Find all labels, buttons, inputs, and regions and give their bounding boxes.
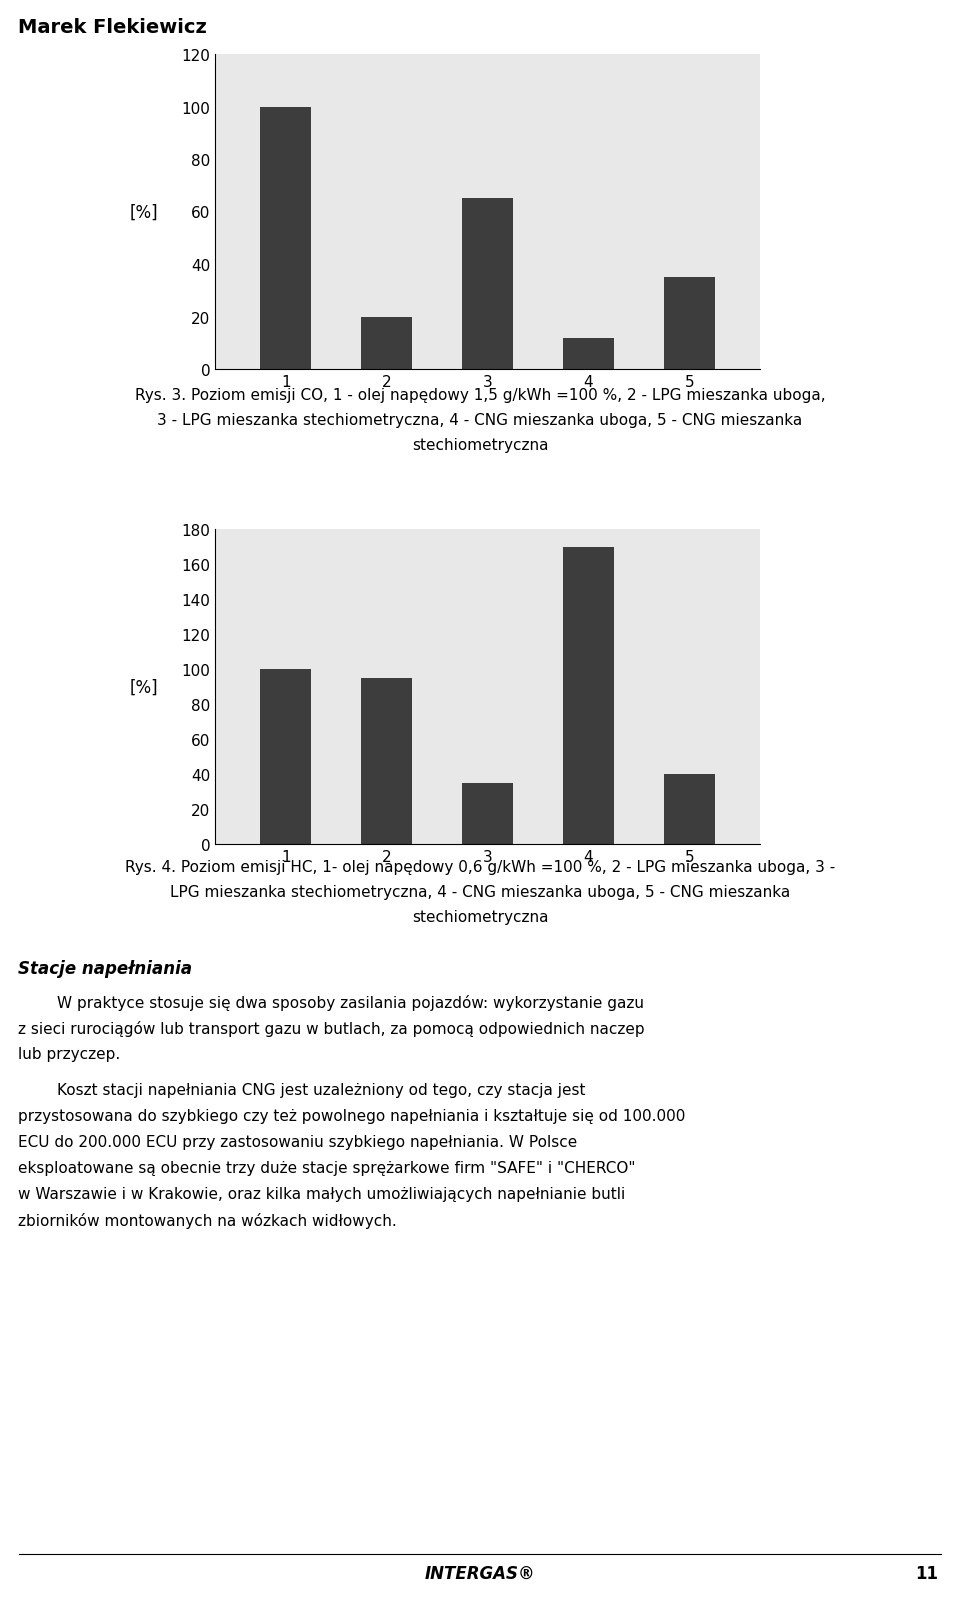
Y-axis label: [%]: [%] — [130, 677, 158, 697]
Text: stechiometryczna: stechiometryczna — [412, 910, 548, 924]
Text: INTERGAS®: INTERGAS® — [424, 1563, 536, 1583]
Text: w Warszawie i w Krakowie, oraz kilka małych umożliwiających napełnianie butli: w Warszawie i w Krakowie, oraz kilka mał… — [18, 1186, 625, 1201]
Text: Rys. 3. Poziom emisji CO, 1 - olej napędowy 1,5 g/kWh =100 %, 2 - LPG mieszanka : Rys. 3. Poziom emisji CO, 1 - olej napęd… — [134, 388, 826, 403]
Y-axis label: [%]: [%] — [130, 204, 158, 221]
Bar — [564, 547, 613, 844]
Text: z sieci rurociągów lub transport gazu w butlach, za pomocą odpowiednich naczep: z sieci rurociągów lub transport gazu w … — [18, 1021, 644, 1037]
Text: Rys. 4. Poziom emisji HC, 1- olej napędowy 0,6 g/kWh =100 %, 2 - LPG mieszanka u: Rys. 4. Poziom emisji HC, 1- olej napędo… — [125, 859, 835, 875]
Bar — [361, 318, 412, 369]
Bar — [361, 679, 412, 844]
Text: lub przyczep.: lub przyczep. — [18, 1046, 120, 1061]
Text: stechiometryczna: stechiometryczna — [412, 438, 548, 453]
Text: W praktyce stosuje się dwa sposoby zasilania pojazdów: wykorzystanie gazu: W praktyce stosuje się dwa sposoby zasil… — [18, 995, 644, 1011]
Bar — [664, 278, 714, 369]
Bar — [260, 108, 311, 369]
Text: Marek Flekiewicz: Marek Flekiewicz — [18, 18, 206, 37]
Text: 11: 11 — [915, 1563, 938, 1583]
Text: zbiorników montowanych na wózkach widłowych.: zbiorników montowanych na wózkach widłow… — [18, 1212, 396, 1228]
Text: ECU do 200.000 ECU przy zastosowaniu szybkiego napełniania. W Polsce: ECU do 200.000 ECU przy zastosowaniu szy… — [18, 1135, 577, 1149]
Text: przystosowana do szybkiego czy też powolnego napełniania i kształtuje się od 100: przystosowana do szybkiego czy też powol… — [18, 1109, 685, 1123]
Text: eksploatowane są obecnie trzy duże stacje sprężarkowe firm "SAFE" i "CHERCO": eksploatowane są obecnie trzy duże stacj… — [18, 1160, 636, 1175]
Bar — [260, 669, 311, 844]
Bar — [463, 783, 513, 844]
Bar — [463, 199, 513, 369]
Text: 3 - LPG mieszanka stechiometryczna, 4 - CNG mieszanka uboga, 5 - CNG mieszanka: 3 - LPG mieszanka stechiometryczna, 4 - … — [157, 412, 803, 429]
Text: LPG mieszanka stechiometryczna, 4 - CNG mieszanka uboga, 5 - CNG mieszanka: LPG mieszanka stechiometryczna, 4 - CNG … — [170, 884, 790, 899]
Text: Koszt stacji napełniania CNG jest uzależniony od tego, czy stacja jest: Koszt stacji napełniania CNG jest uzależ… — [18, 1082, 586, 1098]
Text: Stacje napełniania: Stacje napełniania — [18, 960, 192, 977]
Bar — [564, 339, 613, 369]
Bar — [664, 775, 714, 844]
